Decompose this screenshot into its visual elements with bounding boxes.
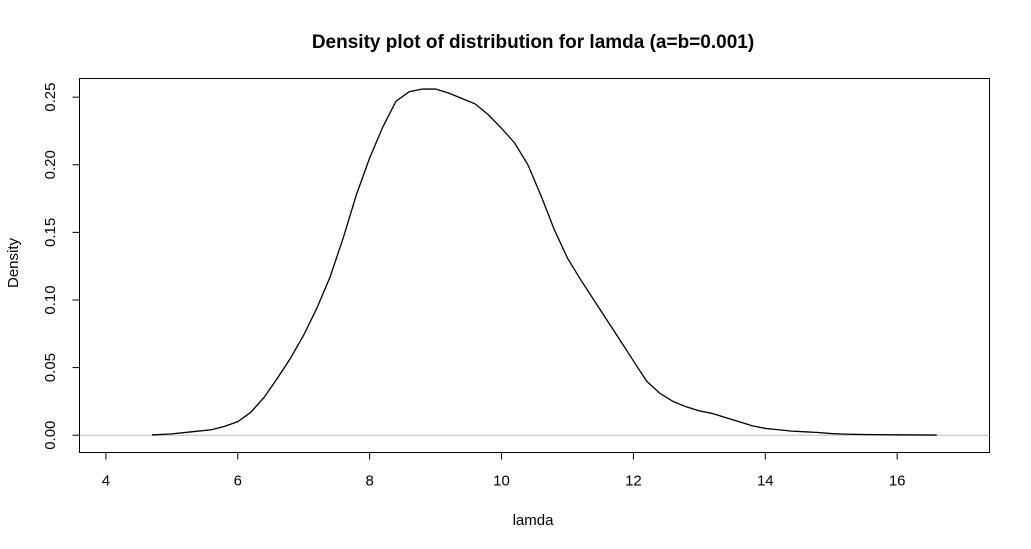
y-axis: 0.00 0.05 0.10 0.15 0.20 0.25 — [42, 83, 80, 450]
x-axis-label: lamda — [513, 512, 555, 529]
chart-title: Density plot of distribution for lamda (… — [312, 32, 754, 53]
y-tick-label: 0.20 — [42, 150, 59, 179]
x-tick-label: 10 — [493, 473, 510, 490]
y-axis-label: Density — [5, 237, 22, 288]
plot-frame — [79, 78, 990, 453]
x-axis: 4 6 8 10 12 14 16 — [102, 452, 906, 490]
x-tick-label: 8 — [365, 473, 373, 490]
x-tick-label: 12 — [625, 473, 642, 490]
x-tick-label: 16 — [889, 473, 906, 490]
x-tick-label: 6 — [234, 473, 242, 490]
y-tick-label: 0.10 — [42, 285, 59, 314]
x-tick-label: 4 — [102, 473, 110, 490]
density-curve — [152, 88, 937, 436]
y-tick-label: 0.00 — [42, 421, 59, 450]
x-tick-label: 14 — [757, 473, 774, 490]
y-tick-label: 0.25 — [42, 83, 59, 112]
y-tick-label: 0.15 — [42, 218, 59, 247]
y-tick-label: 0.05 — [42, 353, 59, 382]
